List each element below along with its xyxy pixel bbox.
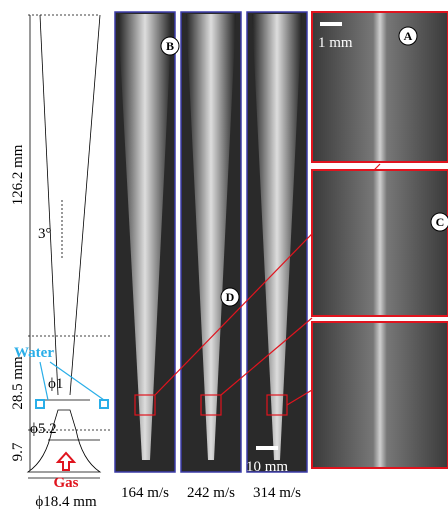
scale-bar-label: 10 mm [246, 459, 288, 475]
angle-label: 3° [38, 226, 52, 242]
marker: A [404, 29, 413, 43]
marker: C [436, 215, 445, 229]
base-diameter: ϕ18.4 mm [35, 494, 97, 510]
zoom-photo [312, 170, 448, 316]
velocity-label: 314 m/s [253, 485, 301, 501]
scale-bar-label: 1 mm [318, 35, 353, 51]
marker: D [226, 290, 235, 304]
inlet-diameter: ϕ1 [48, 376, 63, 392]
marker: B [166, 39, 174, 53]
diameter-label: ϕ5.2 [30, 421, 57, 437]
zoom-photos: 1 mm [312, 12, 448, 468]
base-length: 9.7 [10, 442, 26, 461]
zoom-photo [312, 322, 448, 468]
figure: 126.2 mm 3° Water ϕ1 28.5 mm ϕ5.2 9.7 Ga… [0, 0, 448, 510]
length-label: 126.2 mm [10, 144, 26, 205]
gas-label: Gas [53, 475, 78, 491]
velocity-label: 242 m/s [187, 485, 235, 501]
overview-photos: 10 mm 164 m/s 242 m/s 314 m/s [115, 12, 307, 501]
nozzle-diagram: 126.2 mm 3° Water ϕ1 28.5 mm ϕ5.2 9.7 Ga… [10, 15, 110, 510]
section-length: 28.5 mm [10, 356, 26, 410]
velocity-label: 164 m/s [121, 485, 169, 501]
